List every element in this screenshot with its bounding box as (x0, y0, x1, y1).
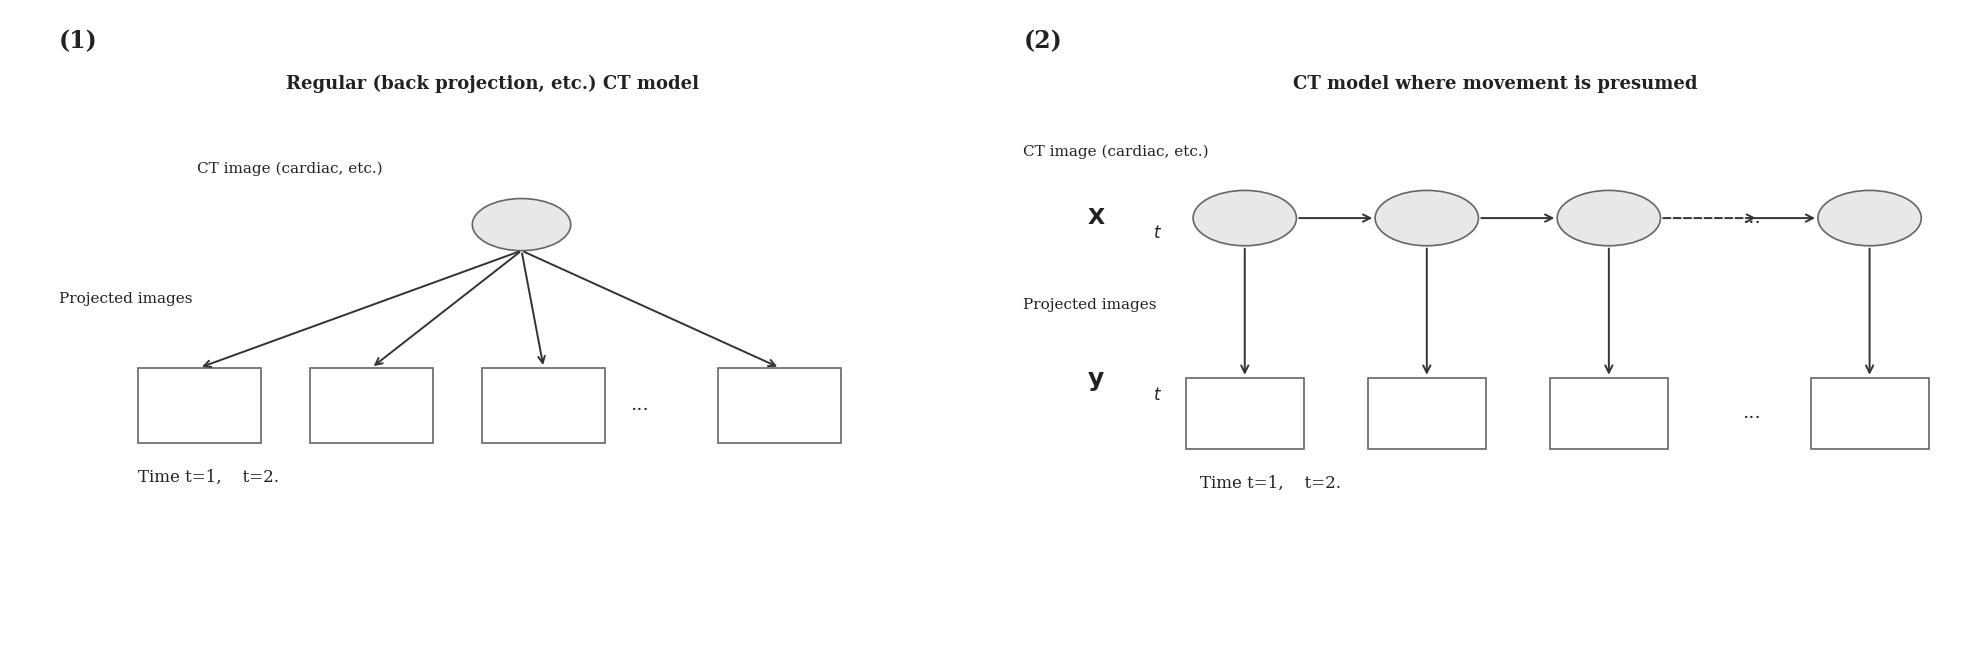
Text: $t$: $t$ (1153, 224, 1163, 242)
FancyBboxPatch shape (718, 368, 842, 443)
Text: (1): (1) (59, 29, 98, 53)
Text: Regular (back projection, etc.) CT model: Regular (back projection, etc.) CT model (285, 75, 699, 93)
Ellipse shape (1818, 190, 1921, 245)
Text: $\mathbf{X}$: $\mathbf{X}$ (1086, 208, 1106, 228)
Text: ...: ... (1742, 404, 1761, 422)
Text: CT image (cardiac, etc.): CT image (cardiac, etc.) (197, 161, 382, 176)
Text: ...: ... (630, 396, 649, 414)
Text: CT model where movement is presumed: CT model where movement is presumed (1293, 75, 1698, 93)
Text: ...: ... (1742, 209, 1761, 227)
Text: Time t=1,    t=2.: Time t=1, t=2. (138, 469, 279, 486)
Text: Time t=1,    t=2.: Time t=1, t=2. (1200, 475, 1342, 492)
FancyBboxPatch shape (1185, 378, 1305, 449)
FancyBboxPatch shape (482, 368, 606, 443)
Text: (2): (2) (1023, 29, 1063, 53)
Text: $t$: $t$ (1153, 386, 1163, 404)
Ellipse shape (1193, 190, 1297, 245)
FancyBboxPatch shape (1811, 378, 1929, 449)
FancyBboxPatch shape (1551, 378, 1669, 449)
FancyBboxPatch shape (138, 368, 260, 443)
Text: Projected images: Projected images (1023, 298, 1157, 312)
Text: Projected images: Projected images (59, 292, 193, 306)
Text: CT image (cardiac, etc.): CT image (cardiac, etc.) (1023, 145, 1208, 159)
Text: $\mathbf{y}$: $\mathbf{y}$ (1086, 369, 1106, 393)
Ellipse shape (1557, 190, 1661, 245)
FancyBboxPatch shape (311, 368, 433, 443)
Ellipse shape (1376, 190, 1478, 245)
FancyBboxPatch shape (1368, 378, 1486, 449)
Ellipse shape (472, 199, 571, 251)
